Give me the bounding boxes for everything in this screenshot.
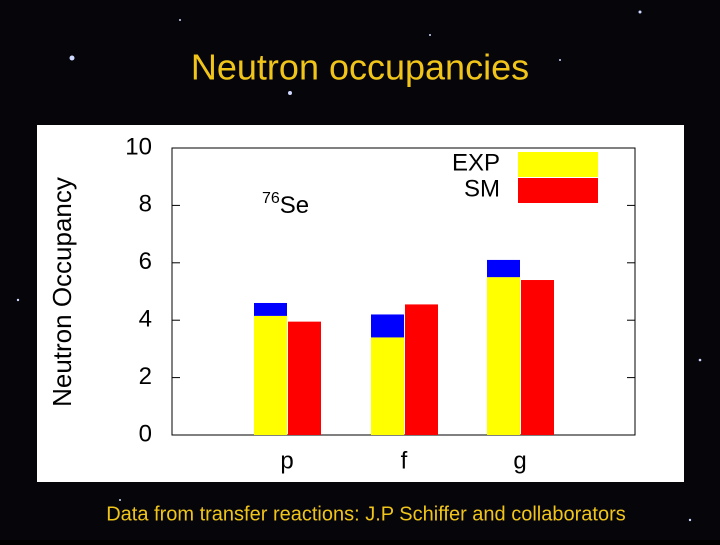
bar: [521, 280, 554, 435]
error-segment: [371, 314, 404, 338]
y-tick-label: 2: [139, 363, 152, 390]
y-tick-label: 8: [139, 191, 152, 218]
legend-label: EXP: [452, 149, 500, 176]
x-tick-label: g: [513, 447, 526, 474]
star: [288, 91, 292, 95]
bar: [254, 315, 287, 435]
star: [688, 518, 692, 522]
star: [179, 19, 181, 21]
star: [638, 10, 642, 14]
bar: [405, 304, 438, 435]
annotation-text: Se: [280, 192, 309, 219]
y-tick-label: 0: [139, 420, 152, 447]
legend-label: SM: [464, 175, 500, 202]
y-tick-label: 10: [125, 133, 152, 160]
star: [69, 55, 75, 61]
annotation-superscript: 76: [262, 190, 280, 207]
annotation: 76Se: [262, 190, 309, 219]
error-segment: [254, 302, 287, 316]
x-tick-label: f: [401, 447, 408, 474]
legend-swatch: [518, 152, 598, 177]
star: [119, 499, 121, 501]
bar: [288, 321, 321, 435]
y-tick-label: 4: [139, 306, 152, 333]
star: [429, 34, 431, 36]
x-tick-label: p: [280, 447, 293, 474]
error-segment: [487, 259, 520, 278]
slide-title: Neutron occupancies: [191, 47, 529, 88]
footer: Data from transfer reactions: J.P Schiff…: [106, 503, 626, 525]
bar: [487, 277, 520, 435]
y-tick-label: 6: [139, 248, 152, 275]
star: [698, 358, 702, 362]
y-axis-label: Neutron Occupancy: [47, 177, 77, 407]
stars: [16, 10, 702, 522]
bar: [371, 337, 404, 435]
legend-swatch: [518, 178, 598, 203]
star: [16, 298, 20, 302]
star: [559, 59, 561, 61]
